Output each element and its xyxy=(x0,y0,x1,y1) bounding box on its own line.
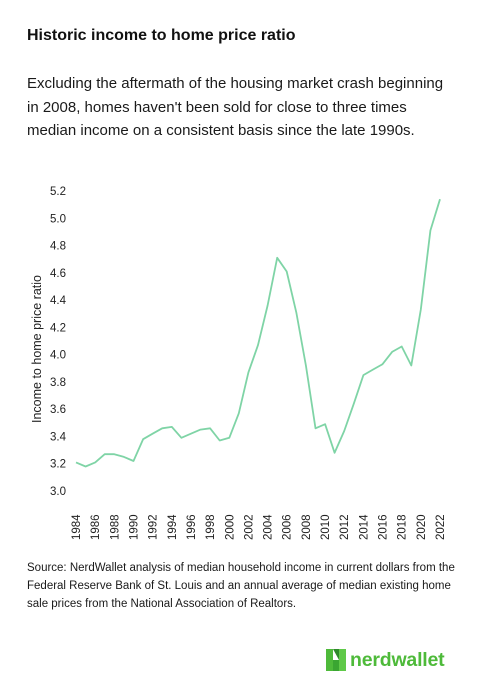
x-tick-label: 2002 xyxy=(243,514,255,540)
series-line xyxy=(75,198,441,468)
x-tick-label: 1984 xyxy=(71,514,83,540)
source-note: Source: NerdWallet analysis of median ho… xyxy=(27,562,455,610)
x-tick-label: 2016 xyxy=(378,514,390,540)
logo-wordmark: nerdwallet xyxy=(350,648,445,671)
y-tick-label: 3.6 xyxy=(50,404,66,416)
x-tick-label: 2012 xyxy=(339,514,351,540)
x-tick-label: 2000 xyxy=(224,514,236,540)
y-tick-label: 4.0 xyxy=(50,350,66,362)
line-chart: 3.0 3.2 3.4 3.6 3.8 4.0 4.2 4.4 4.6 4.8 5.0 5.2 198… xyxy=(30,186,447,540)
x-tick-label: 1988 xyxy=(109,514,121,540)
x-tick-label: 2022 xyxy=(435,514,447,540)
chart-title: Historic income to home price ratio xyxy=(27,27,296,44)
y-tick-label: 4.4 xyxy=(50,295,67,307)
nerdwallet-logo: nerdwallet xyxy=(325,648,445,672)
series-group xyxy=(75,198,441,468)
y-tick-label: 4.2 xyxy=(50,322,66,334)
y-tick-label: 3.0 xyxy=(50,486,66,498)
x-tick-label: 1996 xyxy=(186,514,198,540)
x-tick-label: 2008 xyxy=(301,514,313,540)
y-axis-ticks: 3.0 3.2 3.4 3.6 3.8 4.0 4.2 4.4 4.6 4.8 5.0 5.2 xyxy=(50,186,67,498)
y-tick-label: 3.2 xyxy=(50,459,66,471)
x-tick-label: 2004 xyxy=(263,514,275,540)
x-tick-label: 1990 xyxy=(128,514,140,540)
x-tick-label: 1992 xyxy=(148,514,160,540)
chart-subtitle: Excluding the aftermath of the housing m… xyxy=(27,75,444,139)
y-tick-label: 5.0 xyxy=(50,213,66,225)
nerdwallet-logo-icon xyxy=(326,649,346,671)
x-axis-ticks: 1984 1986 1988 1990 1992 1994 1996 1998 2000 2002… xyxy=(71,514,447,540)
x-tick-label: 1994 xyxy=(167,514,179,540)
x-tick-label: 1998 xyxy=(205,514,217,540)
x-tick-label: 2010 xyxy=(320,514,332,540)
y-tick-label: 4.6 xyxy=(50,268,66,280)
x-tick-label: 2018 xyxy=(397,514,409,540)
y-tick-label: 4.8 xyxy=(50,241,66,253)
x-tick-label: 1986 xyxy=(90,514,102,540)
y-tick-label: 3.4 xyxy=(50,431,67,443)
y-tick-label: 3.8 xyxy=(50,377,66,389)
x-tick-label: 2020 xyxy=(416,514,428,540)
y-axis-label: Income to home price ratio xyxy=(30,275,44,423)
y-tick-label: 5.2 xyxy=(50,186,66,198)
x-tick-label: 2014 xyxy=(358,514,370,540)
x-tick-label: 2006 xyxy=(282,514,294,540)
